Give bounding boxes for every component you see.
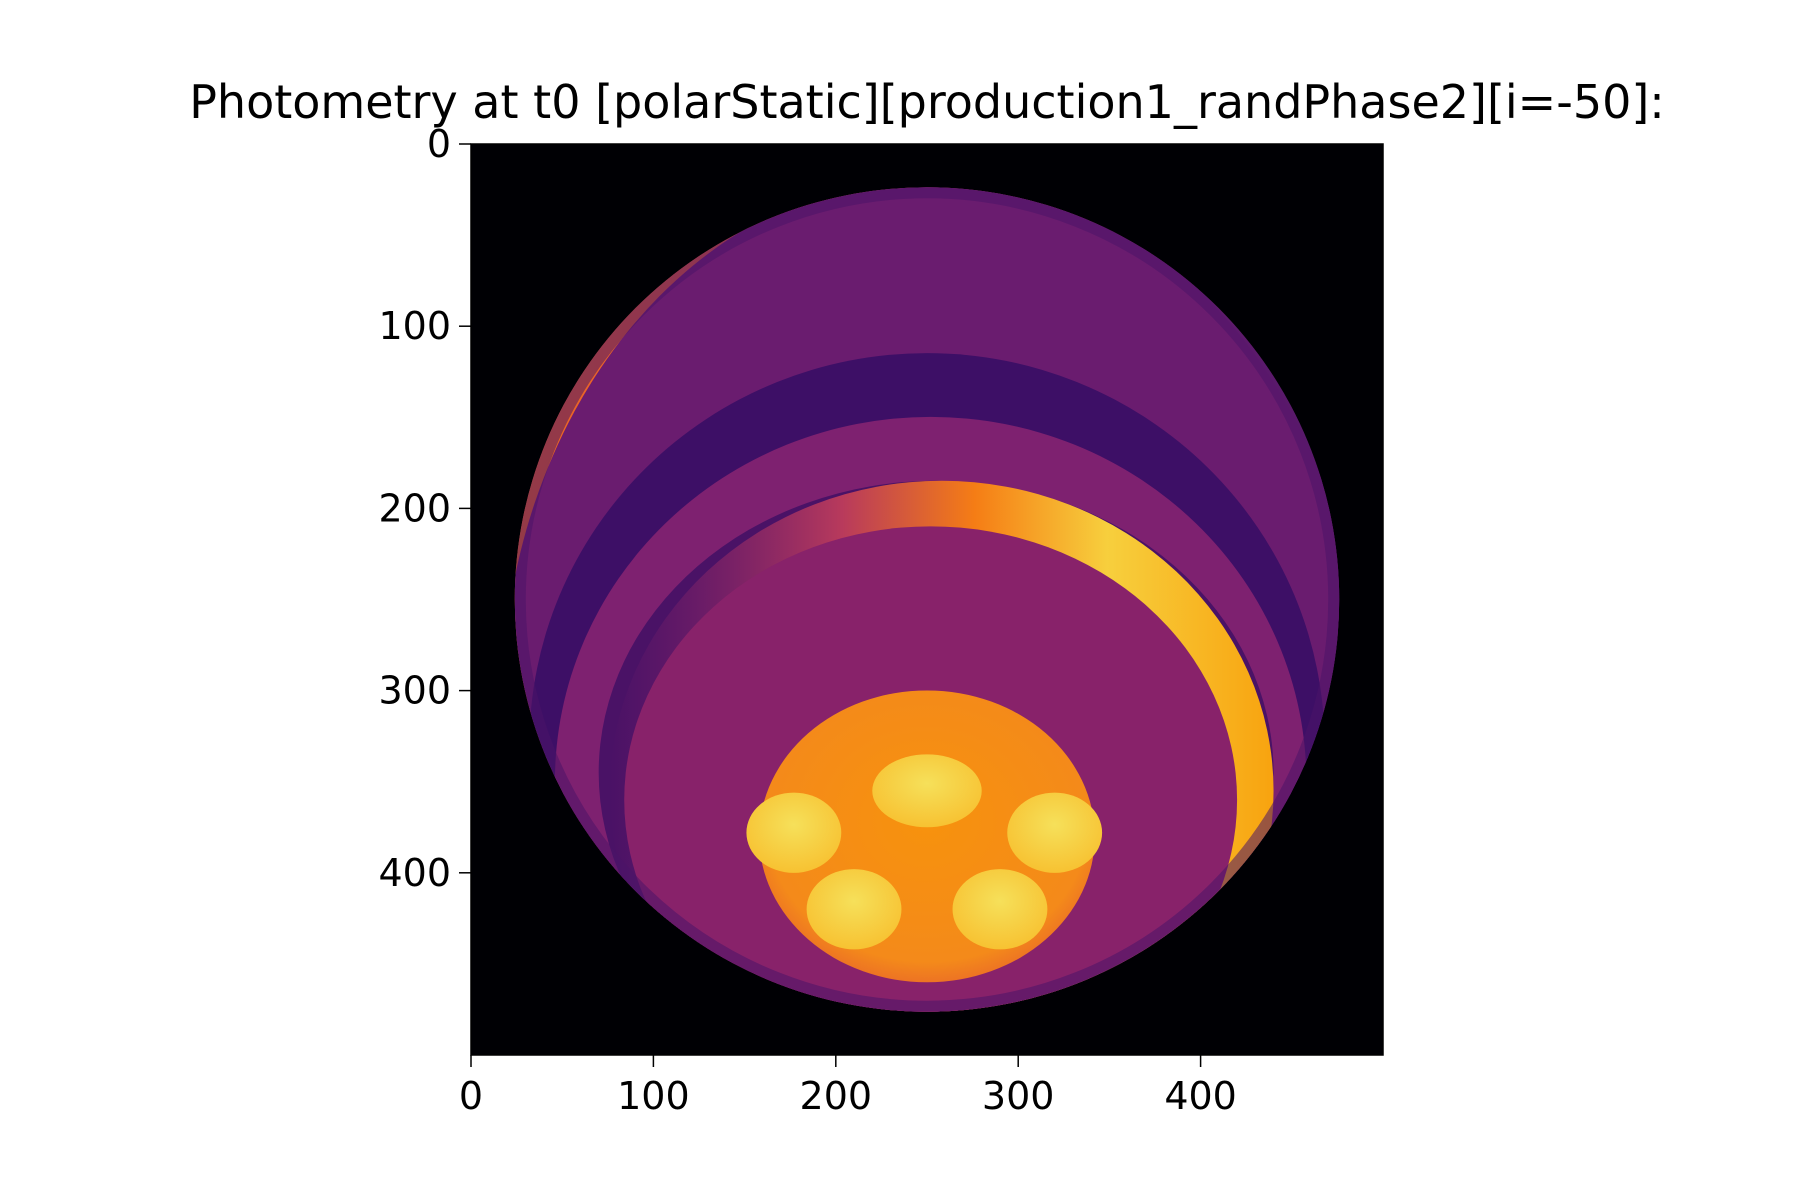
x-tick-label: 0 <box>459 1074 483 1118</box>
x-tick-label: 200 <box>800 1074 873 1118</box>
stellar-disk <box>514 187 1340 1012</box>
x-tick-label: 400 <box>1164 1074 1237 1118</box>
spot-blob <box>872 754 982 828</box>
heatmap-image <box>471 144 1383 1055</box>
spot-blob <box>806 869 902 950</box>
y-tick-label: 200 <box>378 486 451 530</box>
x-tick-label: 300 <box>982 1074 1055 1118</box>
spot-blob <box>1007 792 1103 873</box>
y-tick-label: 0 <box>427 122 451 166</box>
chart-title: Photometry at t0 [polarStatic][productio… <box>189 75 1665 129</box>
x-axis: 0 100 200 300 400 <box>459 1055 1237 1118</box>
spot-blob <box>746 792 842 873</box>
y-tick-label: 300 <box>378 669 451 713</box>
axes-frame <box>470 143 1384 1056</box>
spot-blob <box>952 869 1048 950</box>
disk-limb <box>514 187 1340 1012</box>
y-tick-label: 400 <box>378 851 451 895</box>
y-axis: 0 100 200 300 400 <box>378 122 471 895</box>
y-tick-label: 100 <box>378 304 451 348</box>
x-tick-label: 100 <box>617 1074 690 1118</box>
